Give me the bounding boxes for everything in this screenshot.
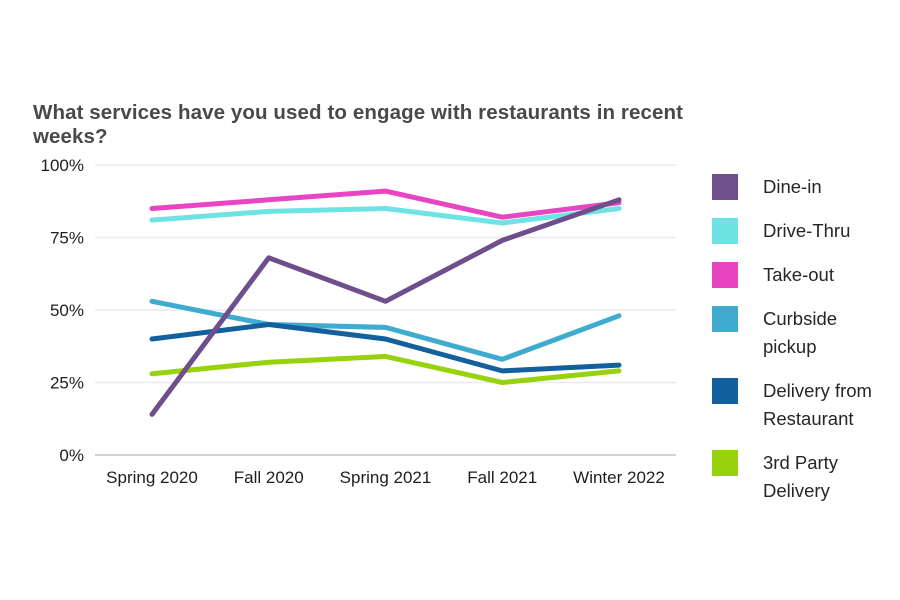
x-tick-label: Winter 2022 bbox=[573, 468, 665, 487]
legend-swatch bbox=[712, 218, 738, 244]
x-tick-label: Spring 2020 bbox=[106, 468, 198, 487]
legend-item-dine-in: Dine-in bbox=[712, 173, 889, 201]
series-line-take-out bbox=[149, 188, 622, 220]
series-line-dine-in bbox=[149, 197, 622, 417]
legend-label: 3rd Party Delivery bbox=[763, 452, 839, 501]
x-axis-labels: Spring 2020 Fall 2020 Spring 2021 Fall 2021… bbox=[106, 468, 665, 487]
x-tick-label: Fall 2020 bbox=[234, 468, 304, 487]
legend-label: Delivery from Restaurant bbox=[763, 380, 872, 429]
y-tick-label: 100% bbox=[41, 156, 84, 175]
legend-swatch bbox=[712, 306, 738, 332]
legend: Dine-in Drive-Thru Take-out Curbside pickup… bbox=[712, 173, 889, 505]
series-line-drive-thru bbox=[149, 206, 622, 226]
legend-label: Take-out bbox=[763, 264, 834, 285]
legend-label: Curbside pickup bbox=[763, 308, 838, 357]
legend-item-3rd-party-delivery: 3rd Party Delivery bbox=[712, 449, 889, 505]
legend-item-take-out: Take-out bbox=[712, 261, 889, 289]
y-tick-label: 75% bbox=[50, 229, 84, 248]
data-lines bbox=[149, 188, 622, 417]
legend-swatch bbox=[712, 262, 738, 288]
legend-swatch bbox=[712, 174, 738, 200]
series-line-3rd-party-delivery bbox=[149, 353, 622, 385]
series-line-curbside-pickup bbox=[149, 298, 622, 362]
x-tick-label: Spring 2021 bbox=[340, 468, 432, 487]
y-tick-label: 50% bbox=[50, 301, 84, 320]
legend-item-drive-thru: Drive-Thru bbox=[712, 217, 889, 245]
series-line-delivery-from-restaurant bbox=[149, 322, 622, 374]
legend-item-delivery-from-restaurant: Delivery from Restaurant bbox=[712, 377, 889, 433]
x-tick-label: Fall 2021 bbox=[467, 468, 537, 487]
legend-swatch bbox=[712, 378, 738, 404]
y-tick-label: 0% bbox=[59, 446, 84, 465]
legend-item-curbside-pickup: Curbside pickup bbox=[712, 305, 889, 361]
legend-label: Dine-in bbox=[763, 176, 822, 197]
chart-title: What services have you used to engage wi… bbox=[33, 101, 684, 148]
y-axis-labels: 0% 25% 50% 75% 100% bbox=[41, 156, 84, 465]
y-tick-label: 25% bbox=[50, 374, 84, 393]
legend-label: Drive-Thru bbox=[763, 220, 851, 241]
legend-swatch bbox=[712, 450, 738, 476]
